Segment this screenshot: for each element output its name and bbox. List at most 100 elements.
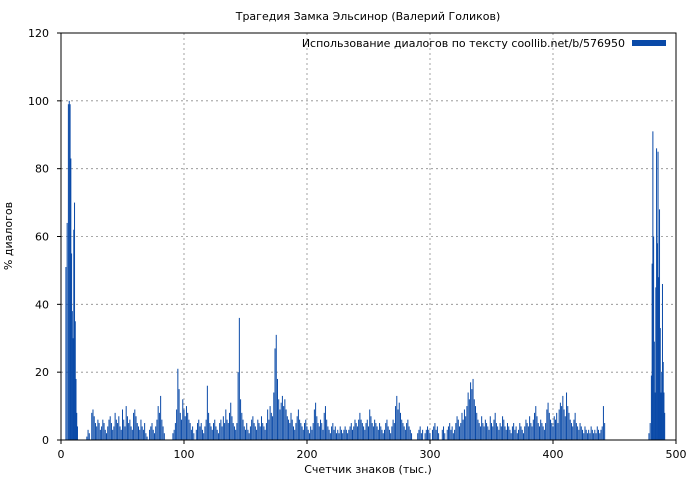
chart-bar xyxy=(601,426,603,440)
chart-bar xyxy=(380,426,382,440)
chart-bar xyxy=(425,429,427,440)
chart-bar xyxy=(226,419,228,440)
chart-bar xyxy=(658,277,660,440)
chart-bar xyxy=(227,423,229,440)
chart-bar xyxy=(216,429,218,440)
chart-bar xyxy=(541,423,543,440)
chart-bar xyxy=(73,229,75,440)
chart-bar xyxy=(449,423,451,440)
chart-bar xyxy=(68,100,70,440)
chart-bar xyxy=(598,429,600,440)
chart-bar xyxy=(76,412,78,440)
y-tick-label: 120 xyxy=(28,27,49,40)
bars xyxy=(65,100,666,441)
chart-bar xyxy=(494,412,496,440)
chart-bar xyxy=(328,429,330,440)
chart-bar xyxy=(411,433,413,440)
chart-bar xyxy=(150,426,152,440)
chart-bar xyxy=(655,287,657,441)
chart-bar xyxy=(462,419,464,440)
chart-bar xyxy=(243,426,245,440)
chart-bar xyxy=(586,433,588,440)
y-tick-label: 40 xyxy=(35,298,49,311)
chart-bar xyxy=(510,433,512,440)
chart-bar xyxy=(399,412,401,440)
chart-bar xyxy=(181,419,183,440)
chart-bar xyxy=(123,419,125,440)
chart-bar xyxy=(173,429,175,440)
chart-bar xyxy=(174,423,176,440)
chart-bar xyxy=(305,419,307,440)
chart-bar xyxy=(87,429,89,440)
chart-bar xyxy=(568,412,570,440)
chart-bar xyxy=(125,406,127,440)
chart-bar xyxy=(661,372,663,440)
chart-bar xyxy=(263,426,265,440)
chart-bar xyxy=(408,426,410,440)
chart-bar xyxy=(471,389,473,441)
chart-bar xyxy=(649,423,651,440)
chart-bar xyxy=(554,419,556,440)
chart-bar xyxy=(371,423,373,440)
chart-bar xyxy=(559,402,561,440)
chart-bar xyxy=(660,392,662,440)
chart-bar xyxy=(137,426,139,440)
chart-bar xyxy=(591,429,593,440)
chart-bar xyxy=(569,419,571,440)
chart-bar xyxy=(355,423,357,440)
chart-bar xyxy=(372,426,374,440)
chart-bar xyxy=(422,429,424,440)
chart-bar xyxy=(495,423,497,440)
chart-bar xyxy=(332,423,334,440)
chart-bar xyxy=(481,416,483,440)
chart-bar xyxy=(193,433,195,440)
chart-bar xyxy=(316,416,318,440)
chart-bar xyxy=(235,429,237,440)
chart-bar xyxy=(391,426,393,440)
chart-bar xyxy=(366,419,368,440)
chart-bar xyxy=(361,423,363,440)
chart-bar xyxy=(570,423,572,440)
chart-bar xyxy=(112,429,114,440)
chart-bar xyxy=(310,426,312,440)
chart-bar xyxy=(257,419,259,440)
chart-bar xyxy=(388,429,390,440)
chart-bar xyxy=(470,382,472,440)
chart-bar xyxy=(428,429,430,440)
chart-bar xyxy=(108,419,110,440)
chart-bar xyxy=(264,429,266,440)
chart-bar xyxy=(91,412,93,440)
chart-bar xyxy=(353,426,355,440)
chart-bar xyxy=(86,436,88,440)
chart-bar xyxy=(536,416,538,440)
chart-bar xyxy=(219,423,221,440)
chart-bar xyxy=(162,426,164,440)
chart-bar xyxy=(359,412,361,440)
chart-bar xyxy=(479,426,481,440)
chart-bar xyxy=(224,423,226,440)
chart-bar xyxy=(246,423,248,440)
chart-bar xyxy=(446,429,448,440)
y-axis-label: % диалогов xyxy=(2,202,15,270)
chart-bar xyxy=(522,433,524,440)
chart-bar xyxy=(540,419,542,440)
y-tick-label: 60 xyxy=(35,231,49,244)
chart-bar xyxy=(397,409,399,440)
chart-bar xyxy=(267,409,269,440)
chart-bar xyxy=(489,416,491,440)
chart-bar xyxy=(460,423,462,440)
chart-bar xyxy=(135,416,137,440)
chart-bar xyxy=(659,209,661,440)
chart-bar xyxy=(205,419,207,440)
chart-bar xyxy=(387,426,389,440)
chart-bar xyxy=(331,426,333,440)
chart-bar xyxy=(256,429,258,440)
chart-bar xyxy=(304,423,306,440)
chart-bar xyxy=(564,416,566,440)
chart-bar xyxy=(195,429,197,440)
chart-bar xyxy=(200,423,202,440)
chart-bar xyxy=(521,429,523,440)
chart-bar xyxy=(315,402,317,440)
chart-bar xyxy=(294,429,296,440)
chart-bar xyxy=(459,426,461,440)
